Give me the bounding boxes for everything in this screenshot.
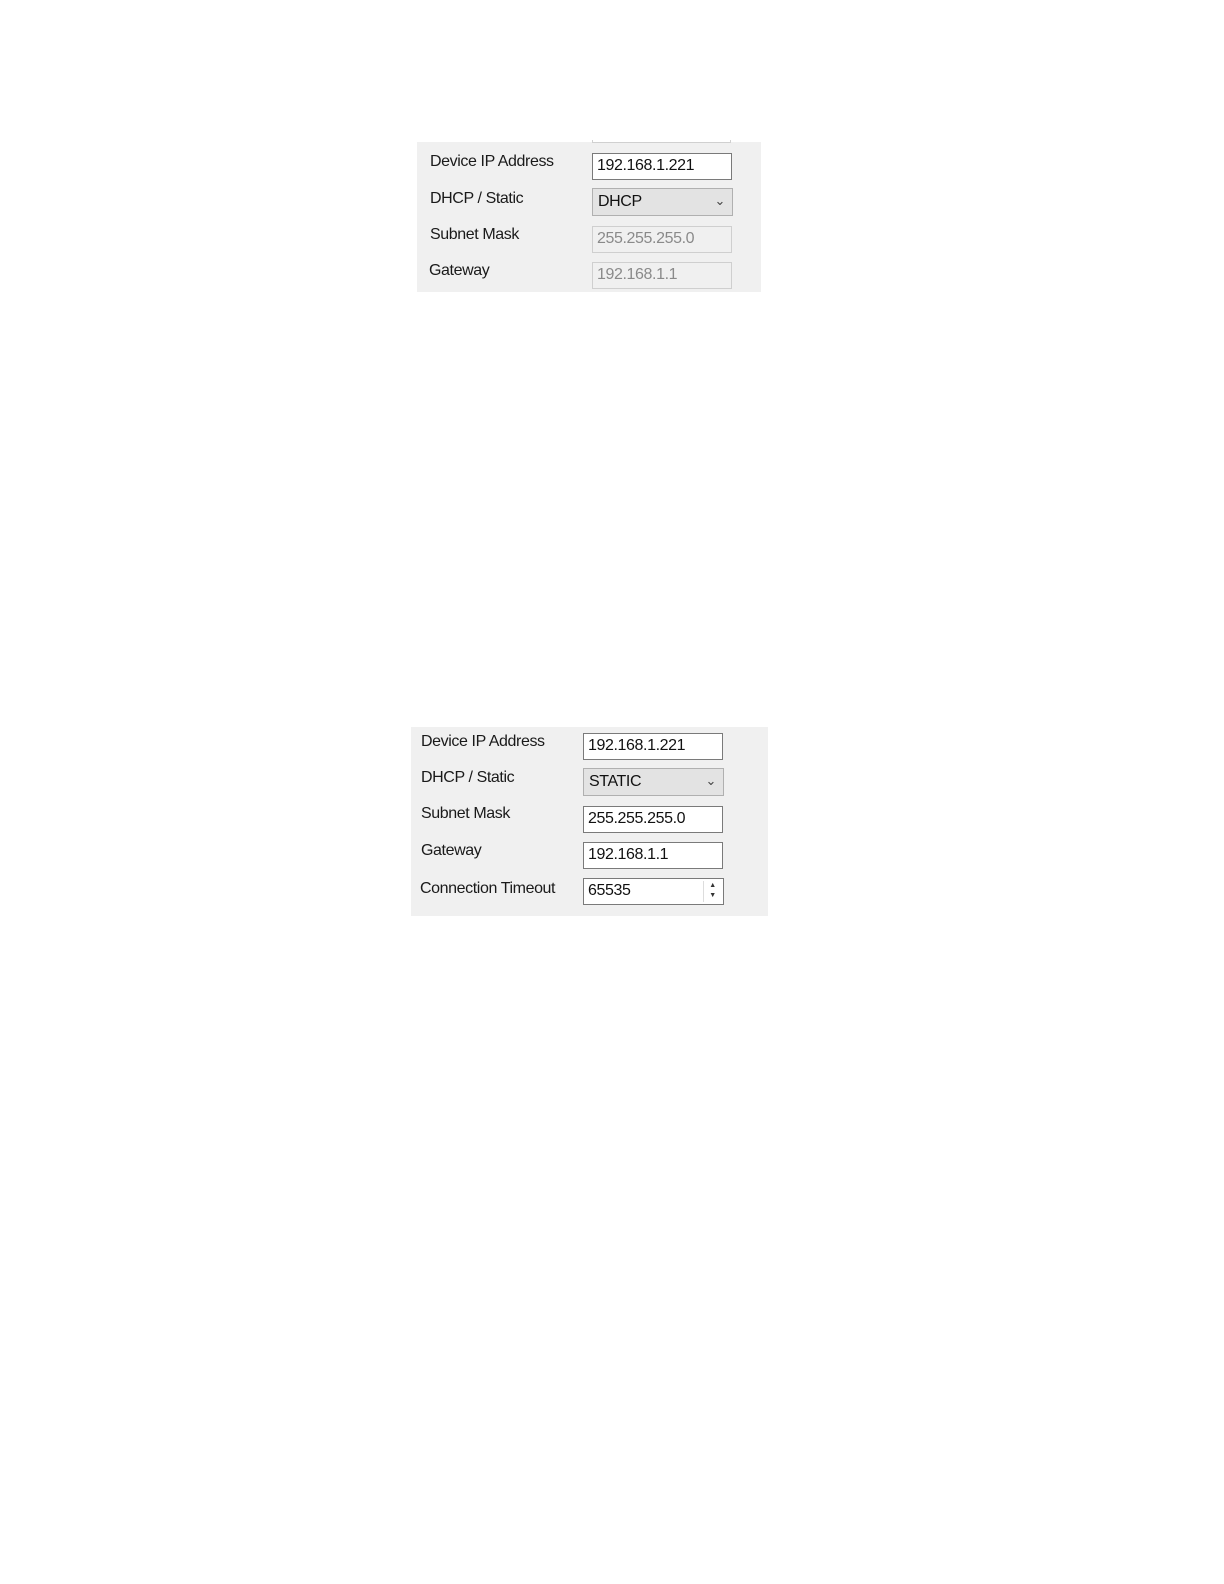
cropped-field-edge bbox=[592, 140, 731, 143]
chevron-down-icon: ⌄ bbox=[705, 773, 717, 788]
timeout-label: Connection Timeout bbox=[420, 880, 556, 897]
mode-label: DHCP / Static bbox=[421, 769, 515, 786]
device-ip-input[interactable]: 192.168.1.221 bbox=[583, 733, 723, 760]
mode-dropdown-value: DHCP bbox=[598, 193, 642, 210]
timeout-spinner[interactable]: 65535 ▲ ▼ bbox=[583, 878, 724, 905]
subnet-input: 255.255.255.0 bbox=[592, 226, 732, 253]
mode-label: DHCP / Static bbox=[430, 190, 524, 207]
device-ip-label: Device IP Address bbox=[421, 733, 545, 750]
gateway-input: 192.168.1.1 bbox=[592, 262, 732, 289]
mode-dropdown[interactable]: DHCP ⌄ bbox=[592, 188, 733, 216]
gateway-input[interactable]: 192.168.1.1 bbox=[583, 842, 723, 869]
subnet-label: Subnet Mask bbox=[430, 226, 519, 243]
mode-dropdown-value: STATIC bbox=[589, 773, 642, 790]
subnet-label: Subnet Mask bbox=[421, 805, 510, 822]
gateway-label: Gateway bbox=[429, 262, 490, 279]
spin-up-down-icon[interactable]: ▲ ▼ bbox=[703, 881, 721, 902]
gateway-label: Gateway bbox=[421, 842, 482, 859]
mode-dropdown[interactable]: STATIC ⌄ bbox=[583, 768, 724, 796]
timeout-value: 65535 bbox=[588, 882, 631, 899]
chevron-down-icon: ⌄ bbox=[714, 193, 726, 208]
subnet-input[interactable]: 255.255.255.0 bbox=[583, 806, 723, 833]
device-ip-label: Device IP Address bbox=[430, 153, 554, 170]
device-ip-input[interactable]: 192.168.1.221 bbox=[592, 153, 732, 180]
